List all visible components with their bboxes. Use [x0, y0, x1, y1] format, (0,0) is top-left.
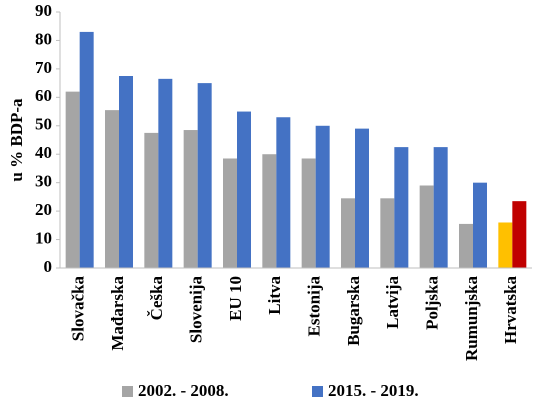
- y-tick-label: 60: [35, 86, 52, 105]
- x-tick-label: Slovenija: [187, 276, 206, 344]
- y-tick-label: 90: [35, 1, 52, 20]
- legend-swatch: [122, 386, 133, 397]
- bar: [144, 132, 159, 268]
- bar: [223, 158, 237, 268]
- bar: [158, 78, 173, 268]
- x-tick-label: Poljska: [423, 276, 442, 330]
- x-tick-label: EU 10: [226, 276, 245, 321]
- y-tick-label: 80: [35, 29, 52, 48]
- y-tick-label: 50: [35, 115, 52, 134]
- legend-label: 2015. - 2019.: [328, 381, 419, 400]
- bar: [237, 111, 251, 268]
- bar: [315, 125, 330, 269]
- x-tick-label: Mađarska: [108, 276, 127, 351]
- bar: [65, 91, 80, 269]
- bar: [79, 31, 94, 268]
- bar: [301, 158, 316, 268]
- bar: [355, 128, 369, 268]
- bar: [473, 182, 487, 268]
- x-tick-label: Rumunjska: [462, 276, 481, 362]
- bar: [419, 185, 434, 268]
- bar: [512, 201, 527, 268]
- y-tick-label: 10: [35, 228, 52, 247]
- legend-swatch: [312, 386, 323, 397]
- bar: [119, 76, 133, 268]
- bar: [276, 117, 291, 268]
- bar: [341, 198, 355, 268]
- bar: [262, 154, 277, 268]
- bar: [380, 198, 395, 268]
- bar: [394, 147, 409, 268]
- bar: [197, 83, 212, 268]
- bar: [459, 223, 473, 268]
- x-tick-label: Hrvatska: [501, 276, 520, 345]
- y-tick-label: 40: [35, 143, 52, 162]
- bar: [183, 130, 198, 268]
- x-tick-label: Estonija: [305, 276, 324, 337]
- x-tick-label: Slovačka: [69, 276, 88, 342]
- bar: [433, 147, 448, 268]
- bar: [105, 110, 119, 268]
- x-tick-label: Litva: [265, 276, 284, 315]
- legend-label: 2002. - 2008.: [138, 381, 229, 400]
- bar: [498, 222, 513, 268]
- x-tick-label: Češka: [147, 276, 166, 321]
- y-tick-label: 70: [35, 58, 52, 77]
- x-tick-label: Latvija: [383, 276, 402, 329]
- y-tick-label: 0: [44, 257, 53, 276]
- x-tick-label: Bugarska: [344, 276, 363, 346]
- y-tick-label: 30: [35, 172, 52, 191]
- y-axis-label: u % BDP-a: [7, 98, 26, 182]
- y-tick-label: 20: [35, 200, 52, 219]
